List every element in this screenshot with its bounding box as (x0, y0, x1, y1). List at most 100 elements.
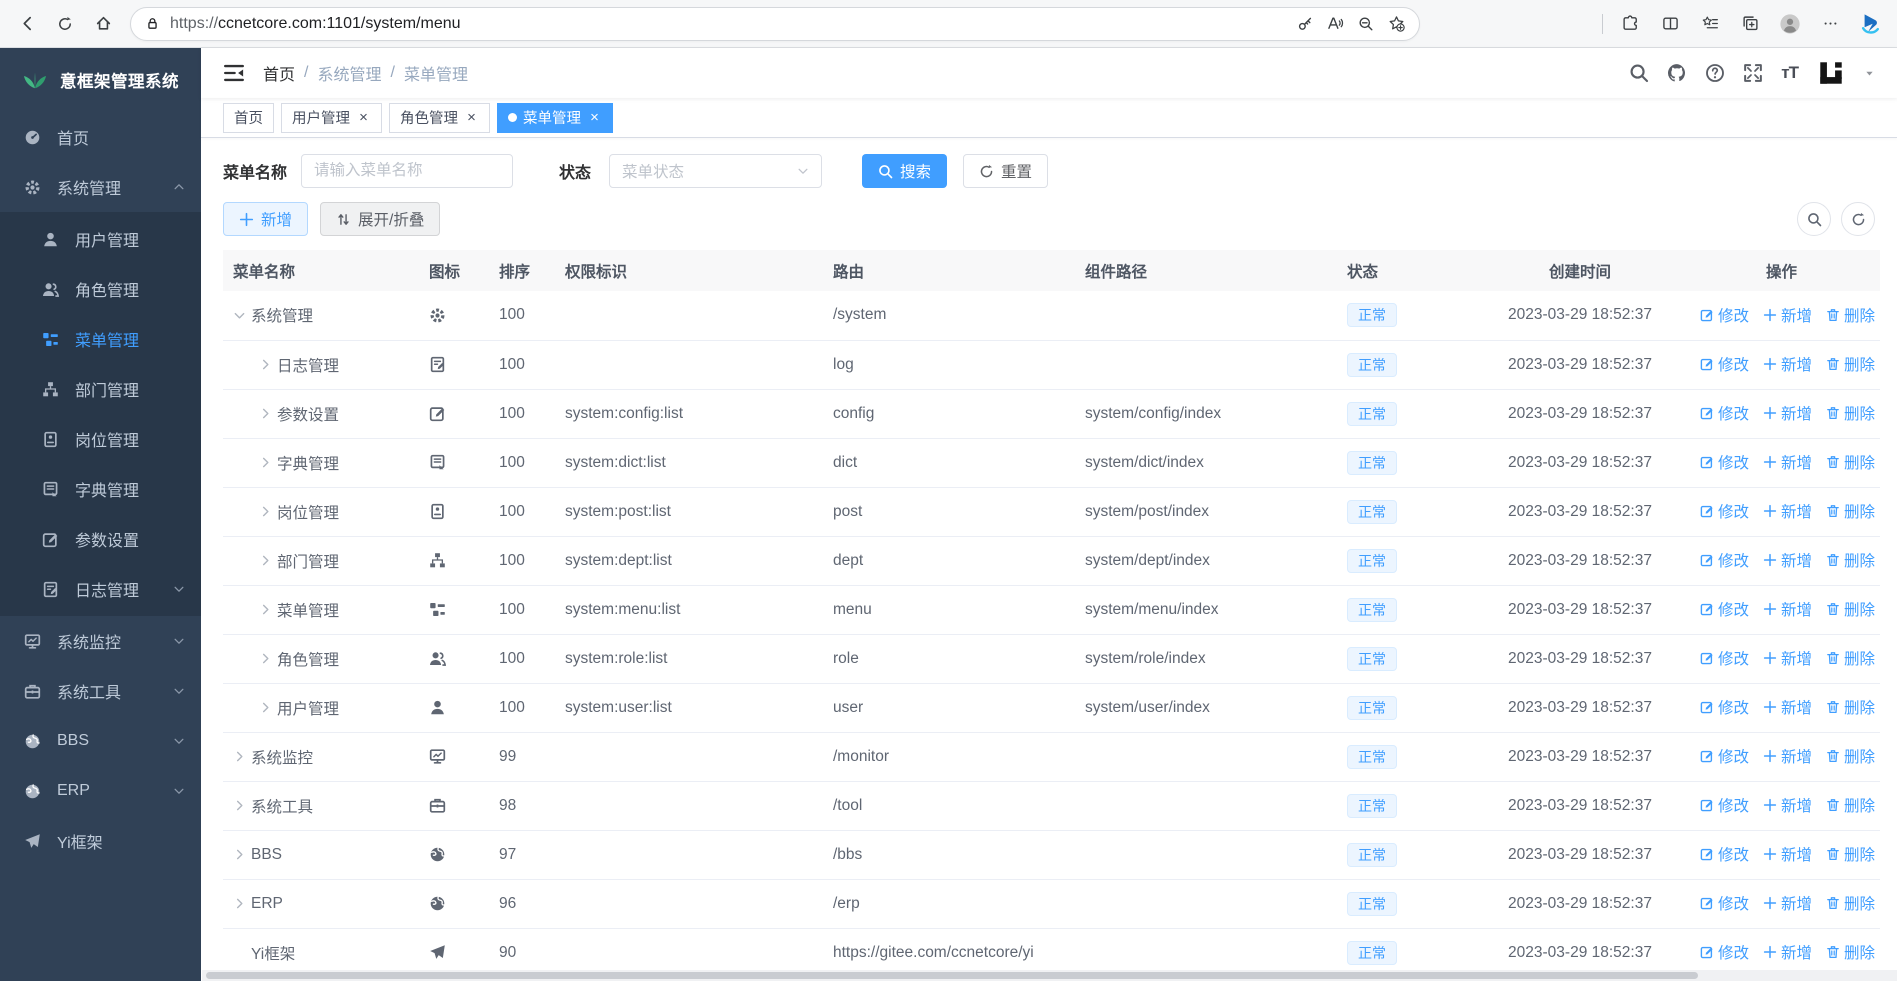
search-button[interactable]: 搜索 (862, 154, 948, 188)
fullscreen-icon[interactable] (1743, 63, 1763, 83)
edit-action[interactable]: 修改 (1700, 941, 1749, 963)
sidebar-item-10[interactable]: 系统监控 (0, 616, 201, 666)
help-icon[interactable] (1705, 63, 1725, 83)
sidebar-item-0[interactable]: 首页 (0, 112, 201, 162)
favorites-button[interactable] (1693, 7, 1727, 41)
sidebar-item-9[interactable]: 日志管理 (0, 564, 201, 614)
delete-action[interactable]: 删除 (1826, 353, 1875, 375)
sidebar-item-4[interactable]: 菜单管理 (0, 314, 201, 364)
edit-action[interactable]: 修改 (1700, 549, 1749, 571)
expand-closed-icon[interactable] (259, 456, 272, 469)
sidebar-item-8[interactable]: 参数设置 (0, 514, 201, 564)
edit-action[interactable]: 修改 (1700, 353, 1749, 375)
header-search-icon[interactable] (1629, 63, 1649, 83)
edit-action[interactable]: 修改 (1700, 402, 1749, 424)
address-bar[interactable]: https://ccnetcore.com:1101/system/menu (130, 6, 1420, 41)
refresh-table-button[interactable] (1841, 202, 1875, 236)
expand-closed-icon[interactable] (259, 407, 272, 420)
scrollbar-thumb[interactable] (206, 972, 1698, 979)
tab-close-icon[interactable]: × (590, 109, 599, 126)
edit-action[interactable]: 修改 (1700, 892, 1749, 914)
delete-action[interactable]: 删除 (1826, 402, 1875, 424)
read-aloud-icon[interactable] (1327, 15, 1344, 32)
avatar-caret-icon[interactable] (1864, 68, 1875, 79)
edit-action[interactable]: 修改 (1700, 304, 1749, 326)
delete-action[interactable]: 删除 (1826, 598, 1875, 620)
sidebar-item-7[interactable]: 字典管理 (0, 464, 201, 514)
add-action[interactable]: 新增 (1763, 647, 1812, 669)
delete-action[interactable]: 删除 (1826, 941, 1875, 963)
add-action[interactable]: 新增 (1763, 304, 1812, 326)
add-action[interactable]: 新增 (1763, 892, 1812, 914)
user-avatar[interactable] (1816, 58, 1846, 88)
expand-closed-icon[interactable] (233, 897, 246, 910)
add-action[interactable]: 新增 (1763, 451, 1812, 473)
delete-action[interactable]: 删除 (1826, 843, 1875, 865)
sidebar-item-6[interactable]: 岗位管理 (0, 414, 201, 464)
show-search-button[interactable] (1797, 202, 1831, 236)
sidebar-item-14[interactable]: Yi框架 (0, 816, 201, 866)
edit-action[interactable]: 修改 (1700, 598, 1749, 620)
expand-closed-icon[interactable] (233, 799, 246, 812)
browser-refresh-button[interactable] (48, 7, 82, 41)
edit-action[interactable]: 修改 (1700, 843, 1749, 865)
expand-closed-icon[interactable] (259, 554, 272, 567)
menu-name-input[interactable] (301, 154, 514, 188)
browser-back-button[interactable] (10, 7, 44, 41)
expand-closed-icon[interactable] (259, 358, 272, 371)
tab-close-icon[interactable]: × (467, 109, 476, 126)
browser-home-button[interactable] (86, 7, 120, 41)
delete-action[interactable]: 删除 (1826, 647, 1875, 669)
tab-菜单管理[interactable]: 菜单管理 × (497, 102, 613, 133)
browser-menu-button[interactable] (1813, 7, 1847, 41)
add-action[interactable]: 新增 (1763, 696, 1812, 718)
sidebar-fold-icon[interactable] (223, 62, 245, 84)
browser-profile-button[interactable] (1773, 7, 1807, 41)
expand-closed-icon[interactable] (259, 603, 272, 616)
delete-action[interactable]: 删除 (1826, 892, 1875, 914)
edit-action[interactable]: 修改 (1700, 794, 1749, 816)
tab-首页[interactable]: 首页 (223, 102, 274, 133)
edit-action[interactable]: 修改 (1700, 745, 1749, 767)
password-key-icon[interactable] (1297, 16, 1313, 32)
sidebar-item-12[interactable]: BBS (0, 716, 201, 766)
split-screen-button[interactable] (1653, 7, 1687, 41)
add-action[interactable]: 新增 (1763, 598, 1812, 620)
expand-open-icon[interactable] (233, 309, 246, 322)
app-logo[interactable]: 意框架管理系统 (0, 48, 201, 112)
sidebar-item-2[interactable]: 用户管理 (0, 214, 201, 264)
tab-用户管理[interactable]: 用户管理 × (281, 102, 382, 133)
collections-button[interactable] (1733, 7, 1767, 41)
github-icon[interactable] (1667, 63, 1687, 83)
font-size-icon[interactable]: тT (1781, 63, 1799, 82)
delete-action[interactable]: 删除 (1826, 451, 1875, 473)
status-select[interactable]: 菜单状态 (609, 154, 823, 188)
sidebar-item-5[interactable]: 部门管理 (0, 364, 201, 414)
add-action[interactable]: 新增 (1763, 745, 1812, 767)
add-favorite-icon[interactable] (1388, 15, 1405, 32)
zoom-out-icon[interactable] (1358, 16, 1374, 32)
expand-closed-icon[interactable] (259, 505, 272, 518)
sidebar-item-13[interactable]: ERP (0, 766, 201, 816)
tab-close-icon[interactable]: × (359, 109, 368, 126)
expand-closed-icon[interactable] (233, 848, 246, 861)
add-action[interactable]: 新增 (1763, 843, 1812, 865)
sidebar-item-3[interactable]: 角色管理 (0, 264, 201, 314)
expand-closed-icon[interactable] (259, 652, 272, 665)
horizontal-scrollbar[interactable] (202, 970, 1897, 981)
add-button[interactable]: 新增 (223, 202, 309, 236)
expand-closed-icon[interactable] (233, 750, 246, 763)
extensions-button[interactable] (1613, 7, 1647, 41)
reset-button[interactable]: 重置 (963, 154, 1049, 188)
sidebar-item-1[interactable]: 系统管理 (0, 162, 201, 212)
edit-action[interactable]: 修改 (1700, 696, 1749, 718)
expand-closed-icon[interactable] (259, 701, 272, 714)
expand-collapse-button[interactable]: 展开/折叠 (320, 202, 441, 236)
delete-action[interactable]: 删除 (1826, 500, 1875, 522)
delete-action[interactable]: 删除 (1826, 549, 1875, 571)
tab-角色管理[interactable]: 角色管理 × (389, 102, 490, 133)
delete-action[interactable]: 删除 (1826, 745, 1875, 767)
sidebar-item-11[interactable]: 系统工具 (0, 666, 201, 716)
add-action[interactable]: 新增 (1763, 941, 1812, 963)
add-action[interactable]: 新增 (1763, 794, 1812, 816)
